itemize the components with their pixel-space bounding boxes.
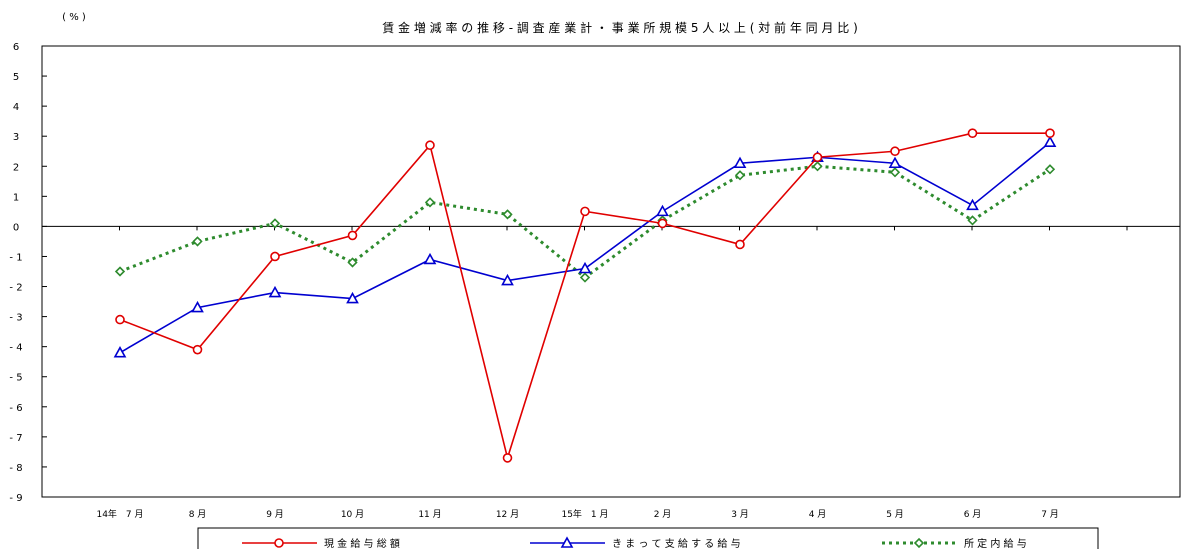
data-point — [424, 197, 436, 208]
data-point — [656, 204, 669, 217]
y-tick-label: - 9 — [9, 493, 22, 504]
data-point — [580, 206, 590, 217]
x-tick-label: 8 月 — [189, 509, 207, 520]
data-point — [966, 198, 979, 211]
series-line — [119, 164, 1051, 280]
y-tick-label: - 5 — [9, 373, 22, 384]
series-2 — [113, 135, 1057, 358]
legend-item-2: き ま っ て 支 給 す る 給 与 — [530, 536, 741, 549]
y-tick-label: - 8 — [9, 463, 22, 474]
data-point — [191, 300, 204, 313]
plot-area — [41, 45, 1181, 498]
data-point — [889, 167, 901, 178]
x-tick-label: 5 月 — [886, 509, 904, 520]
data-point — [347, 257, 358, 268]
data-point — [913, 537, 925, 549]
data-point — [502, 453, 513, 463]
series-3 — [114, 161, 1056, 283]
y-tick-label: 3 — [13, 132, 19, 143]
y-tick-label: - 1 — [9, 252, 22, 263]
y-tick-label: 4 — [13, 102, 19, 113]
y-tick-label: - 2 — [9, 283, 22, 294]
data-point — [578, 261, 592, 274]
data-point — [502, 209, 513, 220]
y-tick-label: 1 — [13, 192, 19, 203]
data-point — [501, 273, 514, 286]
y-tick-label: 2 — [13, 162, 19, 173]
data-point — [1043, 135, 1057, 148]
data-point — [192, 344, 203, 355]
x-tick-label: 10 月 — [341, 509, 364, 520]
data-point — [347, 230, 358, 241]
data-point — [1044, 164, 1056, 175]
data-point — [1045, 128, 1055, 138]
legend-label: 所 定 内 給 与 — [964, 537, 1027, 549]
x-tick-label: 4 月 — [809, 509, 827, 520]
series-line — [119, 141, 1051, 354]
data-point — [114, 266, 126, 277]
data-point — [735, 239, 745, 250]
data-point — [967, 215, 978, 226]
data-point — [812, 161, 823, 172]
data-point — [812, 152, 823, 163]
data-point — [888, 156, 902, 169]
data-point — [560, 536, 574, 548]
data-point — [268, 285, 282, 298]
y-axis: 6 5 4 3 2 1 0 - 1 - 2 - 3 - 4 - 5 - 6 - 7 - 8 - 9 — [9, 42, 47, 504]
y-tick-label: - 3 — [9, 313, 22, 324]
data-point — [270, 251, 280, 262]
legend: 現 金 給 与 総 額き ま っ て 支 給 す る 給 与所 定 内 給 与 — [197, 527, 1099, 549]
y-tick-label: 6 — [13, 42, 19, 53]
data-point — [274, 538, 284, 548]
x-tick-label: 14年 7 月 — [96, 508, 143, 520]
data-point — [579, 272, 591, 283]
y-tick-label: - 7 — [9, 433, 22, 444]
legend-label: 現 金 給 与 総 額 — [324, 537, 400, 549]
data-point — [890, 146, 900, 157]
legend-label: き ま っ て 支 給 す る 給 与 — [612, 537, 741, 549]
legend-box — [197, 527, 1099, 549]
x-tick-label: 15年 1 月 — [561, 508, 608, 520]
y-axis-unit: ( % ) — [62, 12, 86, 23]
y-tick-label: 0 — [13, 222, 19, 233]
x-tick-label: 6 月 — [964, 509, 982, 520]
x-tick-label: 2 月 — [654, 509, 672, 520]
data-point — [115, 314, 125, 325]
series-layer — [113, 128, 1057, 463]
data-point — [657, 218, 668, 229]
data-point — [192, 236, 203, 247]
x-axis: 14年 7 月 8 月 9 月 10 月 11 月 12 月 15年 1 月 2 月 3 月 4 … — [41, 225, 1180, 520]
x-tick-label: 9 月 — [266, 509, 284, 520]
data-point — [734, 170, 746, 181]
data-point — [346, 291, 359, 304]
x-tick-label: 3 月 — [731, 509, 749, 520]
x-tick-label: 12 月 — [496, 509, 519, 520]
y-tick-label: 5 — [13, 72, 19, 83]
data-point — [423, 252, 437, 265]
y-tick-label: - 6 — [9, 403, 22, 414]
data-point — [425, 140, 435, 151]
x-tick-label: 7 月 — [1041, 509, 1059, 520]
data-point — [733, 156, 747, 169]
data-point — [269, 218, 281, 229]
data-point — [113, 346, 127, 358]
series-1 — [115, 128, 1055, 463]
x-tick-label: 11 月 — [418, 509, 441, 520]
legend-item-1: 現 金 給 与 総 額 — [242, 537, 400, 549]
chart-title: 賃 金 増 減 率 の 推 移 - 調 査 産 業 計 ・ 事 業 所 規 模 … — [382, 20, 858, 35]
legend-item-3: 所 定 内 給 与 — [882, 537, 1027, 549]
y-tick-label: - 4 — [9, 343, 22, 354]
data-point — [967, 128, 978, 138]
